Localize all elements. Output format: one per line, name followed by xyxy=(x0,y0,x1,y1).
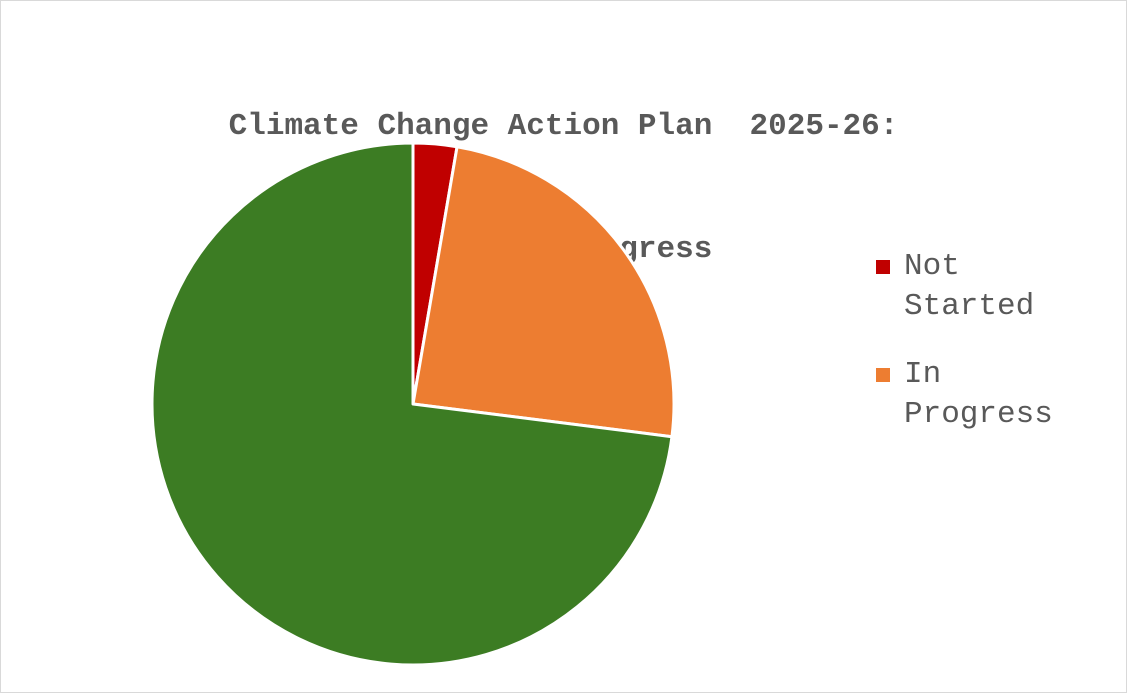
legend-swatch-in-progress xyxy=(876,368,890,382)
chart-title-line-1: Climate Change Action Plan 2025-26: xyxy=(228,109,899,144)
legend-swatch-not-started xyxy=(876,260,890,274)
legend-label-in-progress-line-1: In xyxy=(904,357,942,392)
legend-label-not-started-line-1: Not xyxy=(904,249,960,284)
legend-item-not-started: Not Started xyxy=(876,247,1116,327)
pie-slice-3 xyxy=(150,141,674,667)
legend-item-in-progress: In Progress xyxy=(876,355,1116,435)
legend-label-not-started-line-2: Started xyxy=(904,289,1035,324)
legend-label-in-progress-line-2: Progress xyxy=(904,397,1053,432)
legend: Not Started In Progress xyxy=(876,247,1116,463)
pie-slice-in-progress xyxy=(411,145,676,439)
